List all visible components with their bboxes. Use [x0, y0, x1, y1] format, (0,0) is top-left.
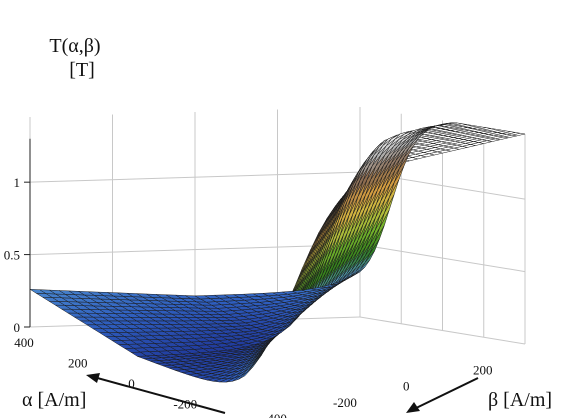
beta-axis-label: β [A/m] — [488, 389, 552, 411]
alpha-tick-label: 0 — [128, 376, 135, 391]
beta-arrow — [406, 377, 479, 413]
alpha-tick-label: 400 — [14, 335, 34, 350]
z-axis-label-line2: [T] — [69, 59, 95, 81]
beta-tick-label: -200 — [333, 395, 357, 410]
surface — [29, 122, 526, 383]
surface-cell — [350, 266, 366, 278]
z-tick-label: 1 — [14, 175, 21, 190]
beta-tick-label: -400 — [263, 411, 287, 418]
z-tick-label: 0 — [14, 320, 21, 335]
alpha-tick-label: 200 — [68, 356, 88, 371]
alpha-arrow — [86, 373, 226, 414]
z-tick-label: 0.5 — [4, 248, 20, 263]
beta-tick-label: 200 — [473, 362, 493, 377]
beta-tick-label: 0 — [403, 379, 410, 394]
alpha-axis-label: α [A/m] — [22, 389, 86, 411]
z-axis-label-line1: T(α,β) — [49, 35, 100, 57]
